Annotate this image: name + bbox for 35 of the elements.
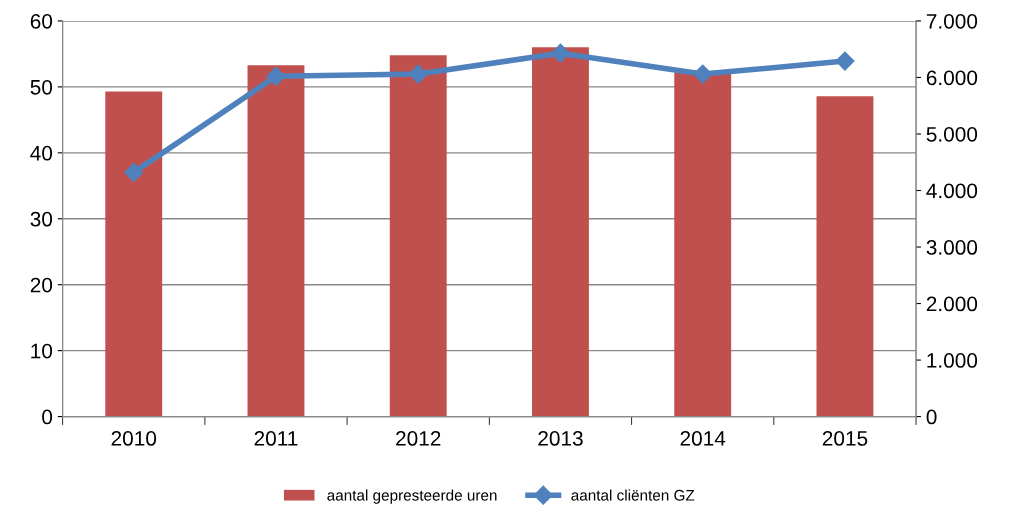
bar <box>389 55 447 417</box>
x-tick-label: 2011 <box>254 431 298 446</box>
x-tick-label: 2013 <box>538 431 583 446</box>
bar <box>674 72 732 417</box>
legend-label: aantal cliënten GZ <box>571 489 695 501</box>
point <box>408 64 428 84</box>
bar <box>247 65 305 417</box>
legend-label: aantal gepresteerde uren <box>327 489 497 504</box>
y-tick-label: 60 <box>30 13 53 29</box>
x-tick-label: 2012 <box>396 431 441 446</box>
y-tick-label: 40 <box>30 145 53 161</box>
y2-tick-label: 1.000 <box>927 353 978 368</box>
y2-tick-label: 2.000 <box>926 296 978 312</box>
x-tick-label: 2014 <box>680 431 726 446</box>
y2-tick-label: 3.000 <box>926 240 978 255</box>
point <box>124 162 144 182</box>
y-tick-label: 0 <box>42 409 53 425</box>
y2-tick-label: 0 <box>926 409 937 425</box>
point <box>835 51 855 71</box>
point <box>550 43 570 63</box>
point <box>266 66 286 86</box>
y2-tick-label: 6.000 <box>926 70 978 86</box>
x-tick-label: 2010 <box>111 431 157 446</box>
y-tick-label: 10 <box>31 343 53 359</box>
x-tick-label: 2015 <box>822 431 868 446</box>
y2-tick-label: 7.000 <box>926 13 978 29</box>
y2-tick-label: 5.000 <box>926 127 978 142</box>
y-tick-label: 30 <box>30 211 53 227</box>
bar <box>105 91 163 417</box>
bar <box>816 96 874 417</box>
bar <box>532 47 589 417</box>
y2-tick-label: 4.000 <box>926 183 978 199</box>
point <box>693 64 713 84</box>
y-tick-label: 20 <box>30 277 53 293</box>
y-tick-label: 50 <box>30 79 53 95</box>
